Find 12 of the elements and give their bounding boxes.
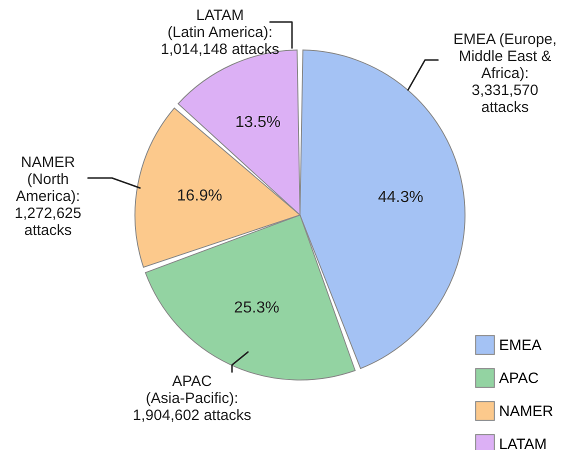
legend-label: APAC <box>499 370 539 387</box>
legend-label: LATAM <box>499 436 547 450</box>
text: NAMER (North America): 1,272,625 attacks <box>14 154 82 239</box>
legend-label: EMEA <box>499 337 542 354</box>
text: APAC (Asia-Pacific): 1,904,602 attacks <box>132 373 252 424</box>
data-label: 25.3% <box>234 300 280 317</box>
data-label: 16.9% <box>176 188 222 205</box>
text: EMEA (Europe, Middle East & Africa): 3,331,570 attacks <box>453 31 557 116</box>
data-label: 44.3% <box>378 188 424 206</box>
text: LATAM (Latin America): 1,014,148 attacks <box>160 7 280 58</box>
data-label: 13.5% <box>235 114 281 131</box>
legend-label: NAMER <box>499 403 554 420</box>
